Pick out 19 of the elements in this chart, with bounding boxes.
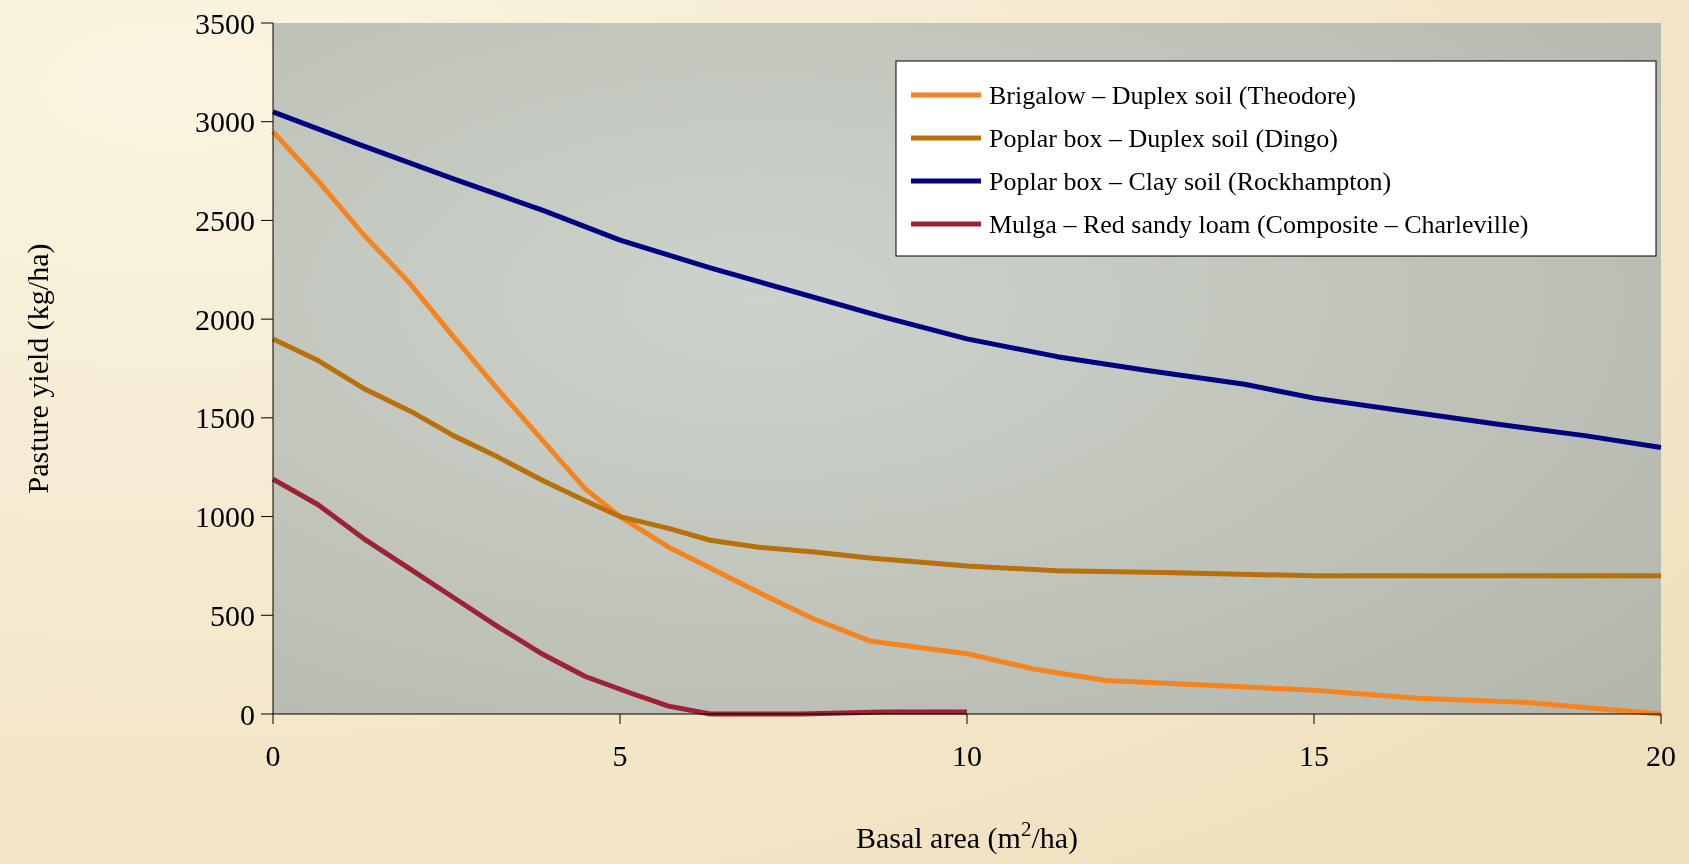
y-tick-label: 3500 bbox=[195, 6, 255, 40]
y-tick-label: 2500 bbox=[195, 203, 255, 237]
y-tick-label: 3000 bbox=[195, 105, 255, 139]
x-tick-label: 10 bbox=[952, 739, 982, 772]
x-tick-label: 5 bbox=[612, 739, 628, 772]
x-tick-label: 20 bbox=[1646, 739, 1676, 772]
y-tick-label: 500 bbox=[210, 598, 255, 632]
y-tick-label: 0 bbox=[240, 697, 255, 731]
y-tick-label: 1500 bbox=[195, 401, 255, 435]
x-tick-label: 0 bbox=[265, 739, 281, 772]
x-tick-label: 15 bbox=[1299, 739, 1329, 772]
legend-label: Brigalow – Duplex soil (Theodore) bbox=[989, 81, 1356, 111]
legend-label: Poplar box – Clay soil (Rockhampton) bbox=[989, 167, 1392, 197]
y-tick-label: 2000 bbox=[195, 302, 255, 336]
x-axis-title: Basal area (m$^{2}$/ha) bbox=[855, 817, 1079, 855]
y-tick-label: 1000 bbox=[195, 500, 255, 534]
legend-label: Poplar box – Duplex soil (Dingo) bbox=[989, 124, 1338, 154]
legend-label: Mulga – Red sandy loam (Composite – Charleville) bbox=[989, 210, 1529, 240]
y-axis-title: Pasture yield (kg/ha) bbox=[21, 243, 55, 494]
